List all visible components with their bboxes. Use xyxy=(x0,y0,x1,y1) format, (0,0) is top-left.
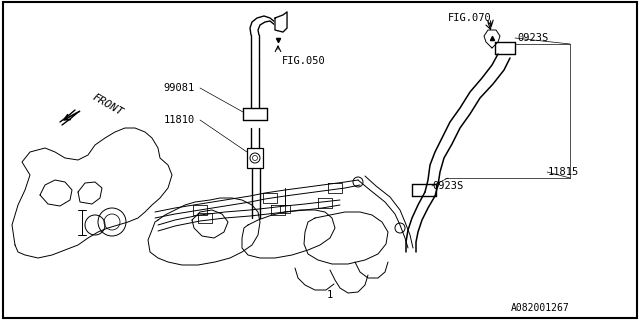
Text: 0923S: 0923S xyxy=(517,33,548,43)
Text: 11810: 11810 xyxy=(164,115,195,125)
Text: 99081: 99081 xyxy=(164,83,195,93)
Text: FIG.070: FIG.070 xyxy=(448,13,492,23)
Text: A082001267: A082001267 xyxy=(511,303,570,313)
Text: FRONT: FRONT xyxy=(90,92,124,118)
Polygon shape xyxy=(275,12,287,32)
Text: 0923S: 0923S xyxy=(432,181,463,191)
Text: 11815: 11815 xyxy=(548,167,579,177)
Bar xyxy=(280,205,290,213)
Text: 1: 1 xyxy=(327,290,333,300)
Bar xyxy=(247,148,263,168)
Text: FIG.050: FIG.050 xyxy=(282,56,326,66)
